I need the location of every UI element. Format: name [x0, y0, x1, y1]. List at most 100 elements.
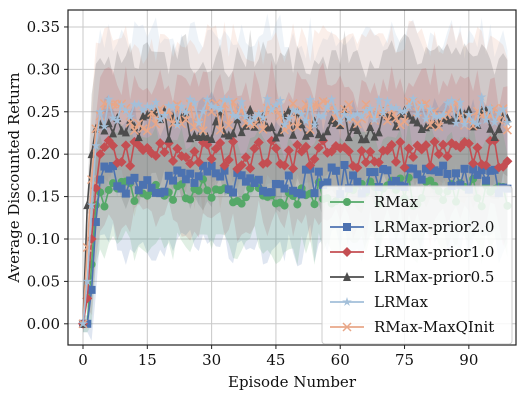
diamond-marker [193, 157, 204, 168]
star-marker [275, 95, 285, 105]
x-marker [288, 99, 298, 109]
square-marker [104, 164, 113, 173]
star-marker [412, 109, 423, 119]
diamond-marker [292, 139, 303, 150]
star-marker [296, 109, 307, 119]
y-tick-label: 0.20 [27, 145, 60, 163]
triangle-marker [361, 134, 370, 144]
diamond-marker [155, 138, 166, 149]
square-marker [370, 168, 379, 177]
square-marker [259, 186, 268, 195]
diamond-marker [116, 156, 127, 167]
square-marker [430, 166, 439, 175]
star-marker [429, 111, 440, 121]
star-marker [159, 110, 170, 120]
circle-marker [310, 200, 319, 209]
square-marker [169, 176, 178, 185]
star-marker [271, 100, 281, 109]
legend-label: RMax [374, 193, 419, 211]
triangle-marker [353, 125, 362, 135]
star-marker [99, 121, 110, 131]
square-marker [246, 174, 255, 183]
star-marker [489, 117, 500, 127]
square-marker [456, 180, 465, 189]
star-marker [322, 101, 333, 111]
triangle-marker [366, 122, 375, 132]
star-marker [168, 100, 178, 110]
square-marker [343, 223, 351, 231]
star-marker [301, 115, 311, 125]
square-marker [310, 189, 319, 198]
star-marker [266, 105, 277, 115]
plot-frame [67, 9, 517, 346]
square-marker [203, 167, 212, 176]
star-marker [142, 101, 153, 111]
diamond-marker [480, 160, 491, 171]
star-marker [176, 101, 187, 111]
star-marker [189, 97, 200, 107]
square-marker [314, 167, 323, 176]
square-marker [113, 182, 122, 191]
diamond-marker [356, 145, 367, 156]
triangle-marker [109, 128, 118, 138]
star-marker [455, 97, 465, 107]
triangle-marker [421, 122, 430, 132]
square-marker [323, 178, 332, 187]
star-marker [438, 110, 448, 119]
y-tick-label: 0.25 [27, 103, 60, 121]
square-marker [194, 172, 203, 181]
star-marker [181, 107, 191, 117]
square-marker [130, 173, 139, 182]
star-marker [134, 99, 144, 109]
square-marker [353, 177, 362, 186]
triangle-marker [267, 121, 276, 131]
diamond-marker [305, 160, 316, 171]
diamond-marker [300, 141, 311, 152]
star-marker [309, 120, 320, 129]
square-marker [91, 218, 100, 227]
triangle-marker [409, 114, 418, 124]
x-marker [181, 115, 191, 125]
square-marker [254, 175, 263, 184]
square-marker [126, 176, 135, 185]
star-marker [404, 101, 414, 111]
x-marker [279, 125, 290, 135]
triangle-marker [186, 133, 195, 143]
square-marker [421, 164, 430, 173]
circle-marker [207, 193, 216, 202]
star-marker [262, 93, 273, 103]
triangle-marker [413, 117, 422, 127]
triangle-marker [370, 131, 379, 141]
square-marker [199, 161, 208, 170]
x-marker [138, 124, 148, 134]
diamond-marker [342, 247, 352, 257]
legend-box [321, 185, 513, 345]
diamond-marker [429, 136, 440, 147]
legend-label: RMax-MaxQInit [374, 318, 494, 336]
diamond-marker [373, 157, 384, 168]
star-marker [288, 105, 298, 114]
star-marker [481, 115, 491, 125]
star-marker [241, 111, 251, 121]
x-tick-label: 90 [459, 351, 478, 369]
diamond-marker [502, 156, 513, 167]
y-axis-label: Average Discounted Return [5, 72, 23, 284]
diamond-marker [245, 163, 256, 174]
diamond-marker [438, 139, 449, 150]
triangle-marker [117, 125, 126, 135]
star-marker [254, 108, 264, 118]
star-marker [91, 140, 101, 150]
square-marker [220, 166, 229, 175]
star-marker [356, 111, 367, 121]
diamond-marker [433, 149, 444, 160]
y-tick-label: 0.35 [27, 18, 60, 36]
star-marker [421, 114, 431, 124]
diamond-marker [168, 155, 179, 166]
star-marker [442, 98, 453, 108]
triangle-marker [319, 132, 328, 142]
square-marker [109, 162, 118, 171]
diamond-marker [223, 154, 234, 165]
star-marker [446, 95, 457, 105]
circle-marker [100, 202, 109, 211]
diamond-marker [386, 139, 397, 150]
